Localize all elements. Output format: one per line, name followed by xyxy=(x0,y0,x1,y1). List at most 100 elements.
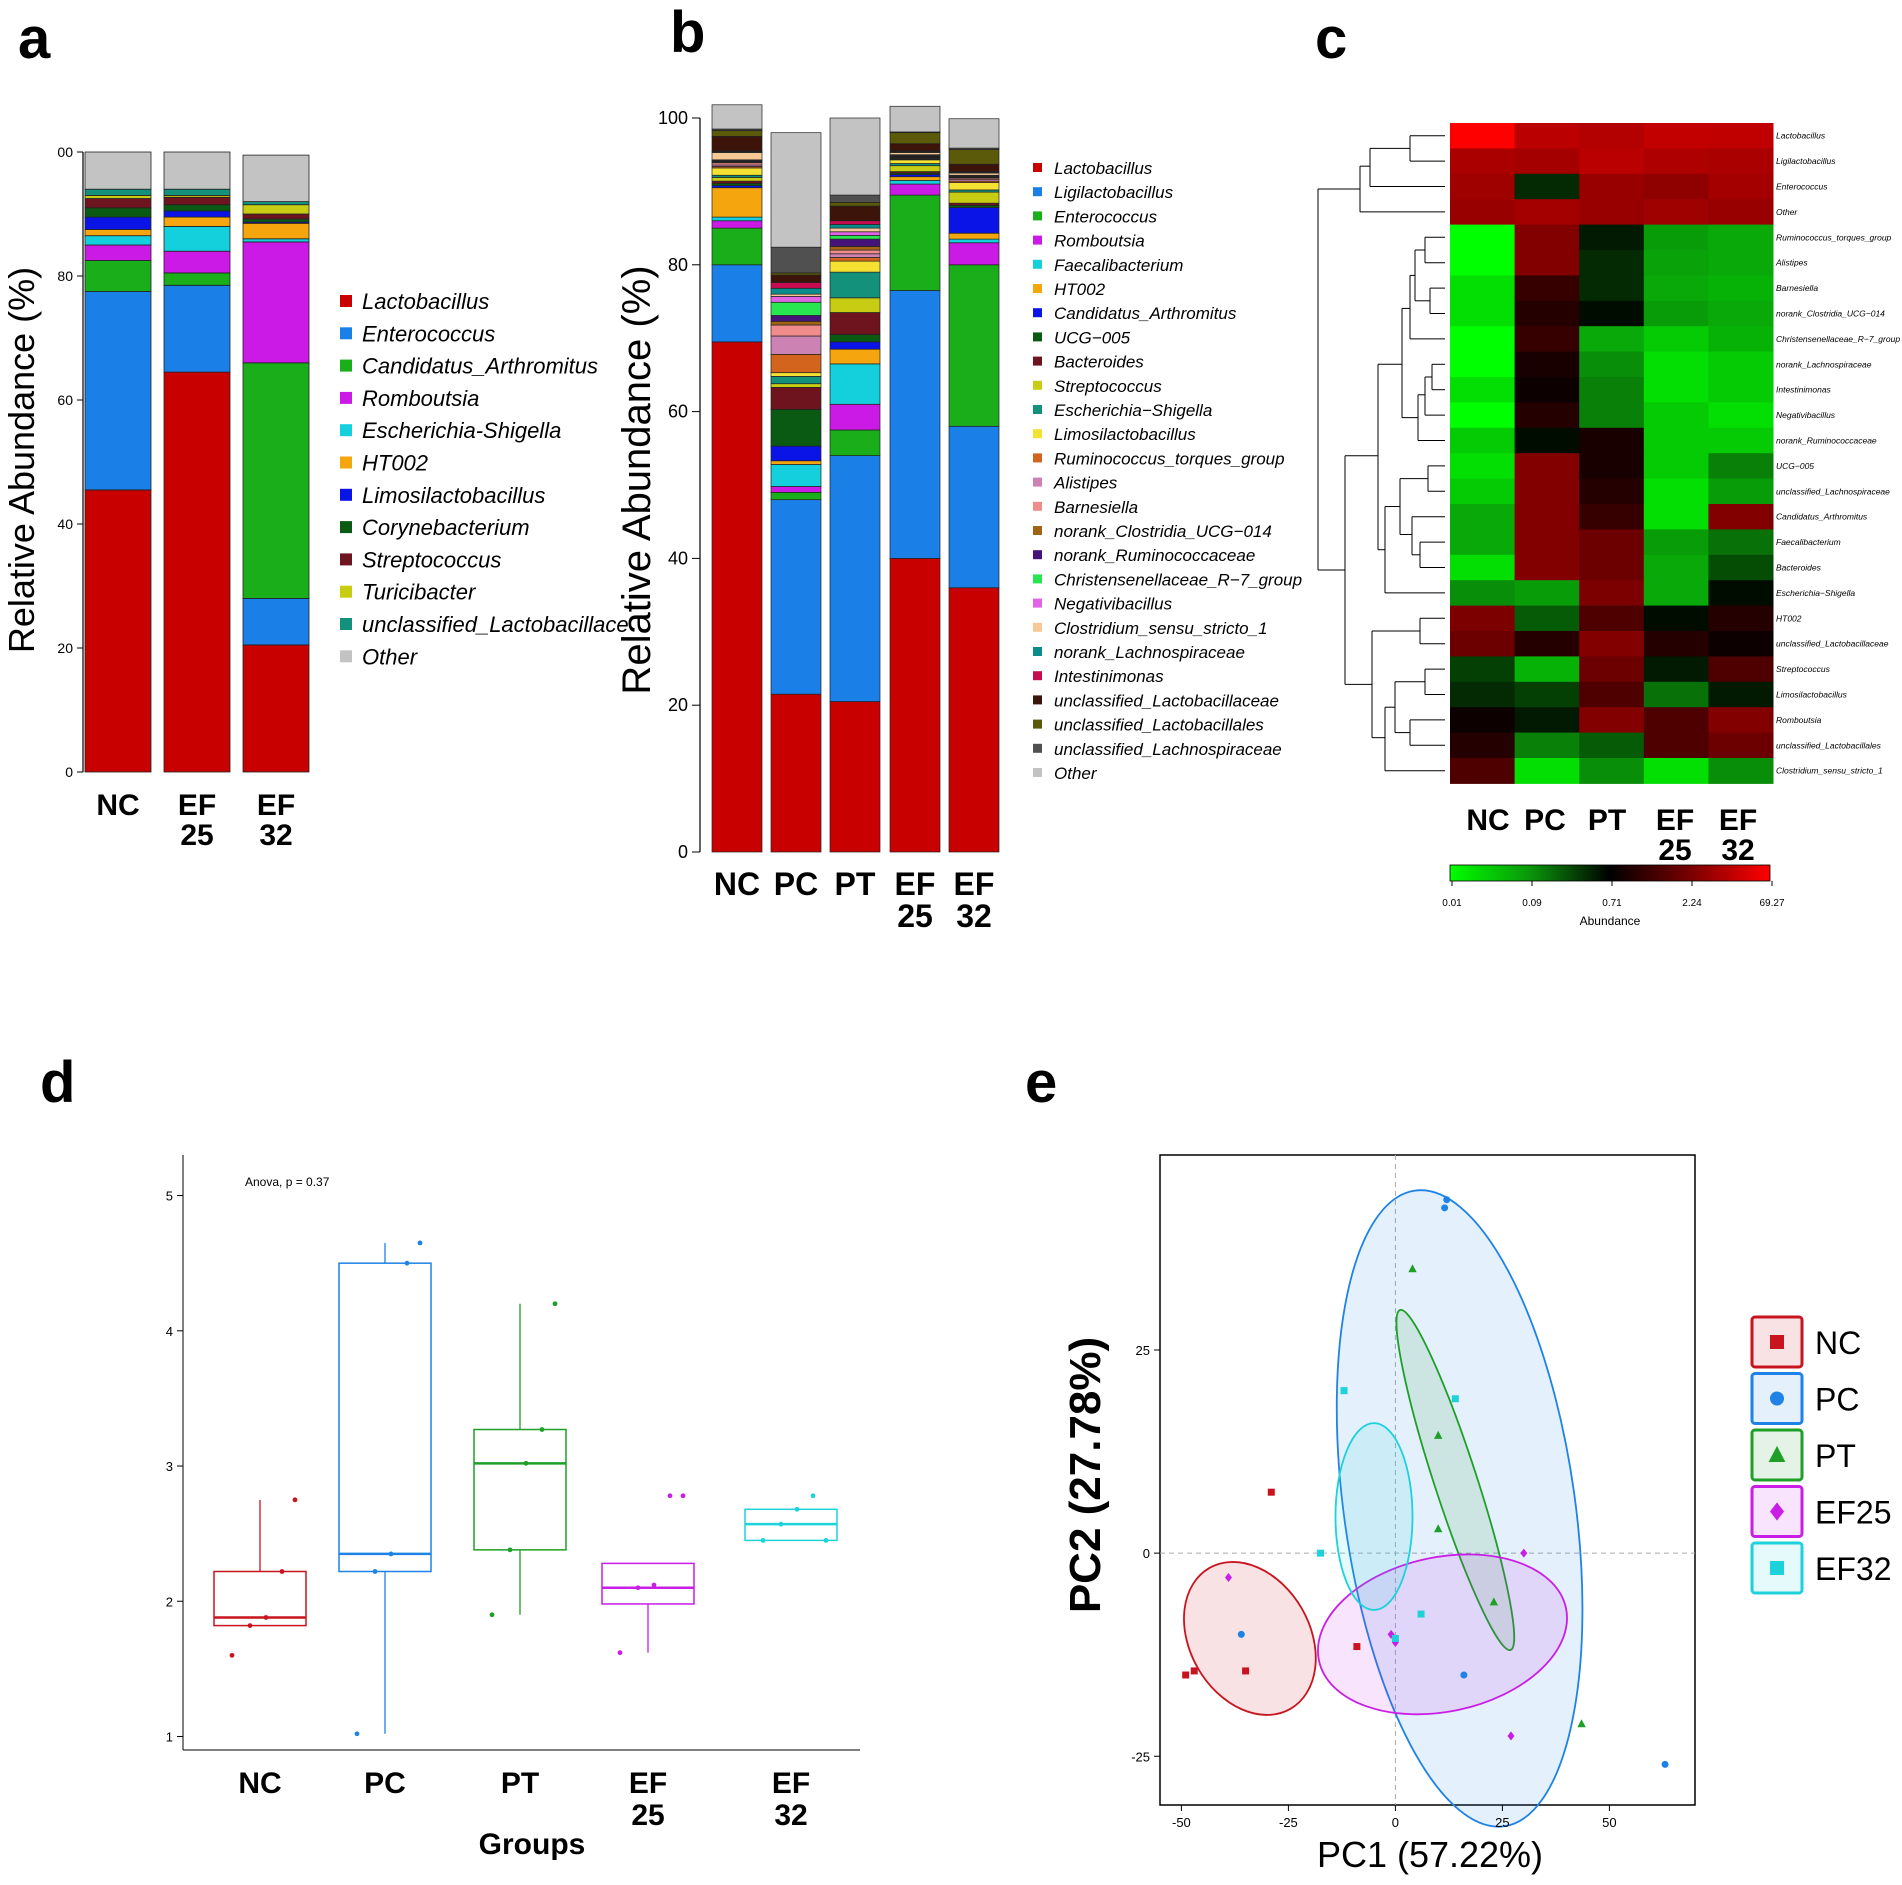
pca-point-ef32 xyxy=(1317,1549,1324,1557)
heatmap-cell xyxy=(1514,224,1580,251)
pca-point-pc xyxy=(1237,1630,1245,1638)
bar-segment-enterococcus xyxy=(948,264,1000,427)
bar-segment-other xyxy=(770,132,822,248)
legend-label-norank-lachnospiraceae: norank_Lachnospiraceae xyxy=(1054,643,1245,662)
bar-segment-unclassified-lactobacillaceae xyxy=(711,136,763,152)
heatmap-cell xyxy=(1643,173,1709,200)
legend-label-turicibacter: Turicibacter xyxy=(362,580,477,605)
heatmap-cell xyxy=(1514,605,1580,632)
bar-segment-other xyxy=(84,151,152,190)
heatmap-row-label: Bacteroides xyxy=(1776,563,1822,573)
data-point-pt xyxy=(507,1547,513,1553)
pca-point-pc xyxy=(1661,1760,1669,1768)
heatmap-cell xyxy=(1579,656,1645,683)
heatmap-row-label: norank_Lachnospiraceae xyxy=(1776,359,1872,369)
y-axis-title: PC2 (27.78%) xyxy=(1061,1337,1110,1613)
heatmap-cell xyxy=(1450,275,1516,302)
heatmap-cell xyxy=(1579,580,1645,607)
legend-swatch-unclassified-lactobacillace xyxy=(340,618,352,630)
x-tick-label: 25 xyxy=(180,819,213,852)
heatmap-row-label: Faecalibacterium xyxy=(1776,537,1841,547)
heatmap-cell xyxy=(1450,504,1516,530)
bar-segment-romboutsia xyxy=(948,242,1000,266)
heatmap-row-label: HT002 xyxy=(1776,613,1802,623)
legend-label-pc: PC xyxy=(1815,1382,1859,1418)
heatmap-cell xyxy=(1643,351,1709,378)
bar-segment-unclassified-lactobacillaceae xyxy=(829,205,881,222)
data-point-ef32 xyxy=(823,1537,829,1543)
legend-label-candidatus-arthromitus: Candidatus_Arthromitus xyxy=(362,354,598,379)
y-axis-title: Relative Abundance (%) xyxy=(615,265,659,694)
bar-segment-other xyxy=(242,154,310,203)
bar-segment-negativibacillus xyxy=(770,296,822,303)
heatmap-cell xyxy=(1708,732,1774,759)
bar-segment-romboutsia xyxy=(84,244,152,261)
bar-segment-unclassified-lactobacillaceae xyxy=(84,188,152,196)
heatmap-cell xyxy=(1450,148,1516,175)
heatmap-cell xyxy=(1708,402,1774,429)
legend-swatch-unclassified-lachnospiraceae xyxy=(1033,743,1042,753)
data-point-ef25 xyxy=(635,1585,641,1591)
heatmap-cell xyxy=(1579,681,1645,708)
legend-swatch-candidatus-arthromitus xyxy=(340,359,352,372)
y-tick-label: -25 xyxy=(1131,1749,1150,1764)
pca-point-pt xyxy=(1434,1524,1443,1533)
heatmap-cell xyxy=(1514,529,1580,556)
bar-segment-limosilactobacillus xyxy=(770,372,822,377)
bar-segment-ligilactobacillus xyxy=(829,455,881,702)
heatmap-cell xyxy=(1643,478,1709,505)
colorbar-tick-label: 0.71 xyxy=(1602,898,1622,909)
heatmap-col-label: 32 xyxy=(1721,834,1754,867)
box-pt xyxy=(473,1428,567,1551)
heatmap-row-label: Other xyxy=(1776,207,1798,217)
x-tick-label: PC xyxy=(774,866,818,902)
y-tick-label: 0 xyxy=(1143,1546,1150,1561)
heatmap-cell xyxy=(1579,123,1645,149)
colorbar xyxy=(1449,864,1771,882)
y-tick-label: 00 xyxy=(57,144,73,160)
heatmap-cell xyxy=(1708,326,1774,353)
bar-segment-turicibacter xyxy=(242,204,310,215)
bar-segment-alistipes xyxy=(770,335,822,355)
y-tick-label: 3 xyxy=(166,1459,173,1474)
bar-segment-ucg-005 xyxy=(770,409,822,447)
legend-label-bacteroides: Bacteroides xyxy=(1054,353,1144,372)
bar-segment-candidatus-arthromitus xyxy=(829,341,881,350)
legend-label-ht002: HT002 xyxy=(1054,280,1106,299)
panel-label-a: a xyxy=(18,6,51,71)
bar-segment-enterococcus xyxy=(829,429,881,456)
legend-swatch-lactobacillus xyxy=(340,295,352,307)
x-tick-label: NC xyxy=(238,1767,281,1800)
x-tick-label: PT xyxy=(501,1767,539,1800)
legend-swatch-norank-clostridia-ucg-014 xyxy=(1033,526,1042,535)
heatmap-cell xyxy=(1514,453,1580,480)
legend-label-lactobacillus: Lactobacillus xyxy=(362,289,489,314)
bar-segment-limosilactobacillus xyxy=(829,260,881,273)
heatmap-cell xyxy=(1643,529,1709,556)
heatmap-cell xyxy=(1514,275,1580,302)
legend-label-ef32: EF32 xyxy=(1815,1551,1891,1587)
confidence-ellipse-nc xyxy=(1183,1561,1317,1716)
legend-label-ht002: HT002 xyxy=(362,451,428,476)
data-point-nc xyxy=(229,1652,235,1658)
bar-segment-streptococcus xyxy=(770,383,822,388)
data-point-pt xyxy=(489,1612,495,1618)
bar-segment-enterococcus xyxy=(84,291,152,491)
heatmap-cell xyxy=(1643,554,1709,581)
bar-segment-unclassified-lactobacillales xyxy=(948,149,1000,165)
heatmap-cell xyxy=(1514,351,1580,378)
x-tick-label: PC xyxy=(364,1767,406,1800)
heatmap-cell xyxy=(1514,478,1580,505)
heatmap-cell xyxy=(1450,554,1516,581)
bar-segment-candidatus-arthromitus xyxy=(84,260,152,292)
bar-segment-christensenellaceae-r-7-group xyxy=(829,235,881,240)
heatmap-cell xyxy=(1579,148,1645,175)
pca-point-pt xyxy=(1434,1430,1443,1439)
legend-swatch-lactobacillus xyxy=(1033,163,1042,172)
heatmap-cell xyxy=(1643,300,1709,327)
bar-segment-lactobacillus xyxy=(829,701,881,853)
bar-segment-lactobacillus xyxy=(711,341,763,853)
heatmap-cell xyxy=(1643,275,1709,302)
heatmap-cell xyxy=(1643,427,1709,454)
bar-segment-lactobacillus xyxy=(242,644,310,773)
